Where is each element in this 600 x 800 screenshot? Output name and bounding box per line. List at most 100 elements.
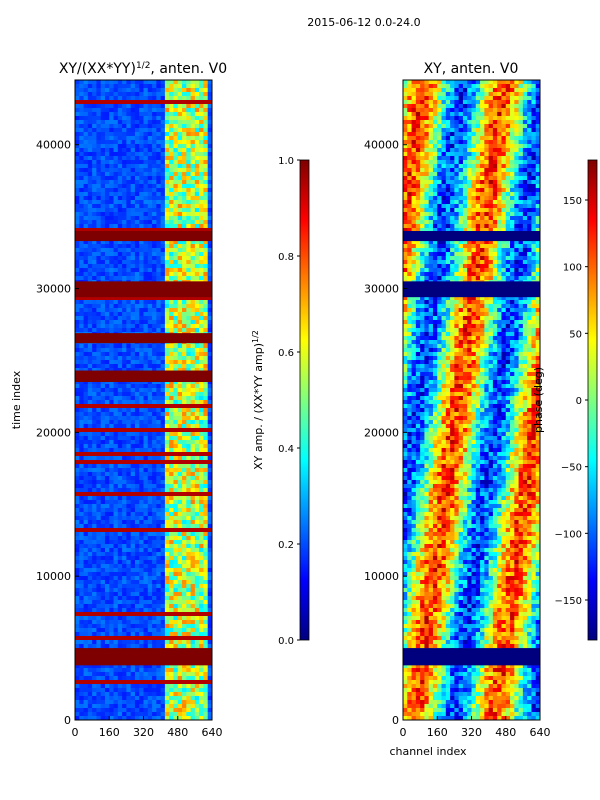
heatmap-cell — [100, 676, 106, 681]
heatmap-cell — [130, 404, 136, 409]
heatmap-cell — [75, 380, 80, 385]
heatmap-cell — [126, 616, 132, 621]
heatmap-cell — [207, 588, 212, 593]
heatmap-cell — [109, 544, 115, 549]
heatmap-cell — [117, 356, 123, 361]
heatmap-cell — [83, 240, 89, 245]
heatmap-cell — [83, 344, 89, 349]
heatmap-cell — [134, 96, 140, 101]
heatmap-cell — [186, 476, 192, 481]
heatmap-cell — [139, 164, 145, 169]
heatmap-cell — [83, 588, 89, 593]
heatmap-cell — [199, 560, 205, 565]
heatmap-cell — [126, 272, 132, 277]
heatmap-cell — [104, 620, 110, 625]
heatmap-cell — [79, 448, 85, 453]
heatmap-cell — [139, 324, 145, 329]
heatmap-cell — [109, 132, 115, 137]
heatmap-cell — [113, 672, 119, 677]
heatmap-cell — [156, 404, 162, 409]
heatmap-cell — [203, 536, 209, 541]
heatmap-cell — [113, 472, 119, 477]
heatmap-cell — [92, 304, 98, 309]
heatmap-cell — [177, 576, 183, 581]
heatmap-cell — [177, 328, 183, 333]
heatmap-cell — [190, 256, 196, 261]
heatmap-cell — [147, 480, 153, 485]
heatmap-cell — [173, 512, 179, 517]
heatmap-cell — [143, 344, 149, 349]
heatmap-cell — [203, 584, 209, 589]
heatmap-cell — [194, 592, 200, 597]
heatmap-cell — [194, 220, 200, 225]
heatmap-cell — [182, 612, 187, 617]
heatmap-cell — [186, 384, 192, 389]
heatmap-cell — [109, 348, 115, 353]
heatmap-cell — [122, 216, 127, 221]
heatmap-cell — [203, 592, 209, 597]
heatmap-cell — [117, 368, 123, 373]
heatmap-cell — [147, 356, 153, 361]
heatmap-cell — [143, 124, 149, 129]
heatmap-cell — [143, 548, 149, 553]
heatmap-cell — [203, 388, 209, 393]
heatmap-cell — [109, 400, 115, 405]
heatmap-cell — [169, 204, 175, 209]
heatmap-cell — [169, 672, 175, 677]
heatmap-cell — [122, 180, 127, 185]
heatmap-cell — [87, 324, 93, 329]
heatmap-cell — [177, 608, 183, 613]
heatmap-cell — [152, 368, 157, 373]
heatmap-cell — [207, 544, 212, 549]
heatmap-cell — [109, 424, 115, 429]
heatmap-cell — [130, 104, 136, 109]
heatmap-cell — [169, 128, 175, 133]
heatmap-cell — [113, 608, 119, 613]
heatmap-cell — [156, 176, 162, 181]
heatmap-cell — [147, 604, 153, 609]
heatmap-cell — [117, 184, 123, 189]
heatmap-cell — [113, 380, 119, 385]
heatmap-cell — [126, 696, 132, 701]
heatmap-cell — [164, 428, 170, 433]
heatmap-cell — [79, 412, 85, 417]
heatmap-cell — [182, 296, 187, 301]
heatmap-cell — [182, 576, 187, 581]
heatmap-cell — [104, 216, 110, 221]
heatmap-cell — [143, 216, 149, 221]
heatmap-cell — [113, 540, 119, 545]
heatmap-cell — [164, 644, 170, 649]
heatmap-cell — [160, 504, 166, 509]
heatmap-cell — [87, 496, 93, 501]
heatmap-cell — [100, 500, 106, 505]
heatmap-cell — [160, 172, 166, 177]
heatmap-cell — [173, 392, 179, 397]
heatmap-cell — [147, 348, 153, 353]
heatmap-cell — [190, 140, 196, 145]
heatmap-cell — [143, 556, 149, 561]
heatmap-cell — [164, 244, 170, 249]
heatmap-cell — [152, 176, 157, 181]
heatmap-cell — [199, 568, 205, 573]
heatmap-cell — [83, 96, 89, 101]
heatmap-cell — [164, 140, 170, 145]
heatmap-cell — [134, 296, 140, 301]
heatmap-cell — [109, 300, 115, 305]
heatmap-cell — [190, 260, 196, 265]
heatmap-cell — [104, 168, 110, 173]
heatmap-cell — [186, 540, 192, 545]
heatmap-cell — [160, 548, 166, 553]
heatmap-cell — [164, 152, 170, 157]
heatmap-cell — [169, 492, 175, 497]
heatmap-cell — [134, 500, 140, 505]
heatmap-cell — [143, 196, 149, 201]
heatmap-cell — [134, 680, 140, 685]
heatmap-cell — [104, 176, 110, 181]
heatmap-cell — [207, 664, 212, 669]
heatmap-cell — [152, 244, 157, 249]
heatmap-cell — [182, 360, 187, 365]
heatmap-cell — [177, 212, 183, 217]
heatmap-cell — [152, 192, 157, 197]
heatmap-cell — [207, 696, 212, 701]
heatmap-cell — [194, 688, 200, 693]
